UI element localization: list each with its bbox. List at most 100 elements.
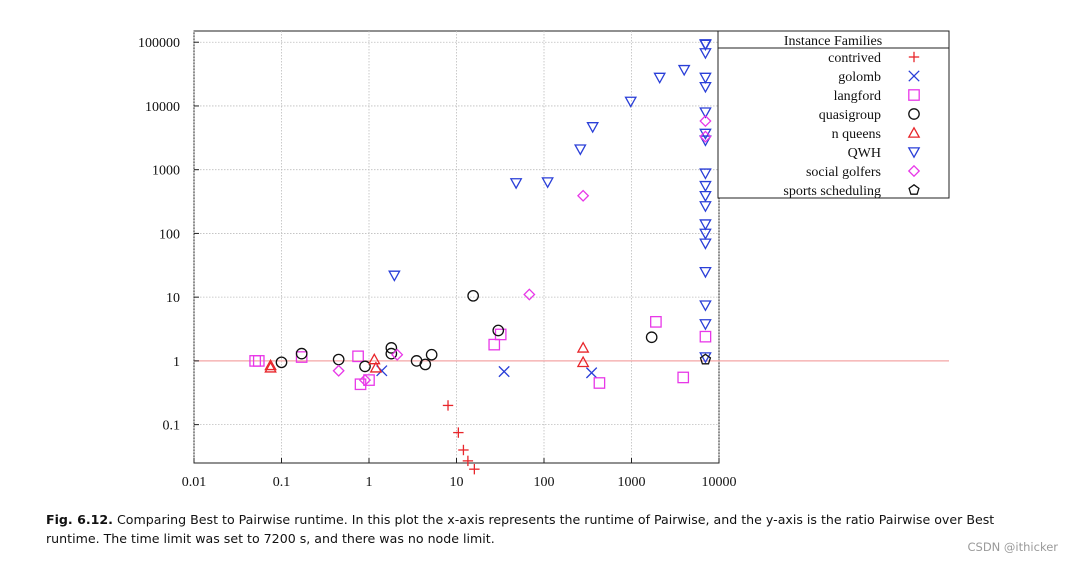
point-social-golfers	[699, 130, 712, 143]
y-tick-label: 0.1	[163, 419, 181, 434]
point-QWH	[699, 107, 712, 119]
point-QWH	[699, 201, 712, 213]
figure-caption: Fig. 6.12. Comparing Best to Pairwise ru…	[46, 510, 1040, 548]
point-langford	[295, 351, 308, 363]
point-golomb	[585, 367, 598, 379]
legend-marker-contrived	[908, 51, 920, 63]
point-langford	[352, 350, 364, 363]
y-axis: 0.1 1 10 100 1000 10000 100000	[138, 36, 199, 434]
legend-marker-langford	[908, 89, 920, 101]
legend-label-QWH: QWH	[848, 146, 881, 161]
point-QWH	[586, 122, 599, 134]
point-QWH	[699, 48, 712, 60]
data-points	[249, 39, 712, 475]
point-QWH	[699, 168, 712, 180]
point-contrived	[442, 400, 454, 411]
point-langford	[593, 377, 606, 389]
y-tick-label: 1000	[152, 164, 180, 179]
legend-label-langford: langford	[834, 89, 881, 104]
point-quasigroup	[425, 348, 438, 361]
y-tick-label: 100	[159, 227, 180, 242]
point-social-golfers	[577, 189, 590, 202]
x-tick-label: 100	[534, 475, 555, 490]
grid	[193, 31, 720, 463]
point-social-golfers	[358, 373, 372, 387]
point-social-golfers	[332, 364, 345, 377]
point-langford	[488, 338, 501, 351]
point-QWH	[624, 96, 638, 108]
legend-marker-sports-scheduling	[908, 183, 920, 195]
point-n-queens	[369, 361, 383, 373]
x-tick-label: 10000	[702, 475, 737, 490]
point-QWH	[699, 81, 712, 94]
y-tick-label: 100000	[138, 36, 180, 51]
point-social-golfers	[699, 114, 712, 128]
legend-label-quasigroup: quasigroup	[819, 108, 881, 123]
legend-label-golomb: golomb	[838, 70, 881, 85]
point-contrived	[462, 455, 474, 467]
legend-marker-social-golfers	[907, 164, 921, 178]
point-langford	[650, 315, 662, 328]
point-langford	[677, 371, 690, 384]
point-QWH	[699, 228, 712, 240]
point-QWH	[509, 178, 523, 190]
point-quasigroup	[275, 356, 288, 369]
point-QWH	[699, 135, 712, 147]
point-golomb	[498, 365, 510, 378]
point-QWH	[653, 72, 666, 84]
point-QWH	[677, 64, 691, 77]
legend-items: contrived golomb langford quasigroup n queen…	[783, 51, 921, 199]
x-tick-label: 1	[366, 475, 373, 490]
legend-label-contrived: contrived	[828, 51, 881, 66]
point-contrived	[469, 463, 480, 475]
point-social-golfers	[391, 348, 404, 361]
point-QWH	[699, 300, 712, 312]
watermark: CSDN @ithicker	[967, 540, 1058, 554]
point-contrived	[453, 427, 464, 438]
x-tick-label: 1000	[618, 475, 646, 490]
x-tick-label: 0.1	[273, 475, 291, 490]
point-sports-scheduling	[699, 353, 712, 365]
point-langford	[363, 374, 375, 386]
point-quasigroup	[492, 324, 505, 337]
point-QWH	[699, 72, 712, 84]
legend-title: Instance Families	[784, 34, 882, 49]
point-QWH	[699, 238, 712, 250]
legend-marker-golomb	[908, 70, 920, 82]
point-quasigroup	[645, 331, 658, 344]
legend-label-social-golfers: social golfers	[806, 165, 881, 180]
legend: Instance Families contrived golomb langfor…	[717, 30, 950, 199]
point-QWH	[699, 266, 712, 279]
caption-label: Fig. 6.12.	[46, 512, 113, 527]
scatter-chart: 0.01 0.1 1 10 100 1000 10000 0.1 1 10 100 1000 1000…	[138, 30, 950, 490]
x-tick-label: 0.01	[182, 475, 207, 490]
point-n-queens	[264, 361, 277, 373]
point-QWH	[699, 190, 712, 203]
y-tick-label: 1	[173, 355, 180, 370]
point-langford	[252, 355, 265, 367]
caption-text: Comparing Best to Pairwise runtime. In t…	[46, 512, 995, 546]
point-quasigroup	[385, 347, 398, 360]
x-axis: 0.01 0.1 1 10 100 1000 10000	[182, 458, 737, 490]
point-QWH	[388, 270, 401, 282]
legend-marker-n-queens	[907, 126, 921, 138]
legend-marker-quasigroup	[908, 108, 920, 120]
point-quasigroup	[332, 353, 345, 366]
y-tick-label: 10	[166, 291, 180, 306]
point-quasigroup	[385, 342, 398, 354]
point-n-queens	[576, 341, 590, 353]
point-n-queens	[576, 355, 590, 368]
point-quasigroup	[419, 358, 432, 371]
point-QWH	[699, 319, 712, 331]
point-quasigroup	[359, 360, 371, 373]
point-QWH	[574, 144, 587, 156]
point-quasigroup	[467, 289, 480, 302]
point-QWH	[699, 39, 712, 52]
y-tick-label: 10000	[145, 100, 180, 115]
point-quasigroup	[295, 347, 308, 360]
point-n-queens	[368, 353, 381, 365]
point-QWH	[699, 352, 712, 364]
point-langford	[699, 330, 712, 343]
x-tick-label: 10	[450, 475, 464, 490]
point-QWH	[699, 219, 712, 231]
